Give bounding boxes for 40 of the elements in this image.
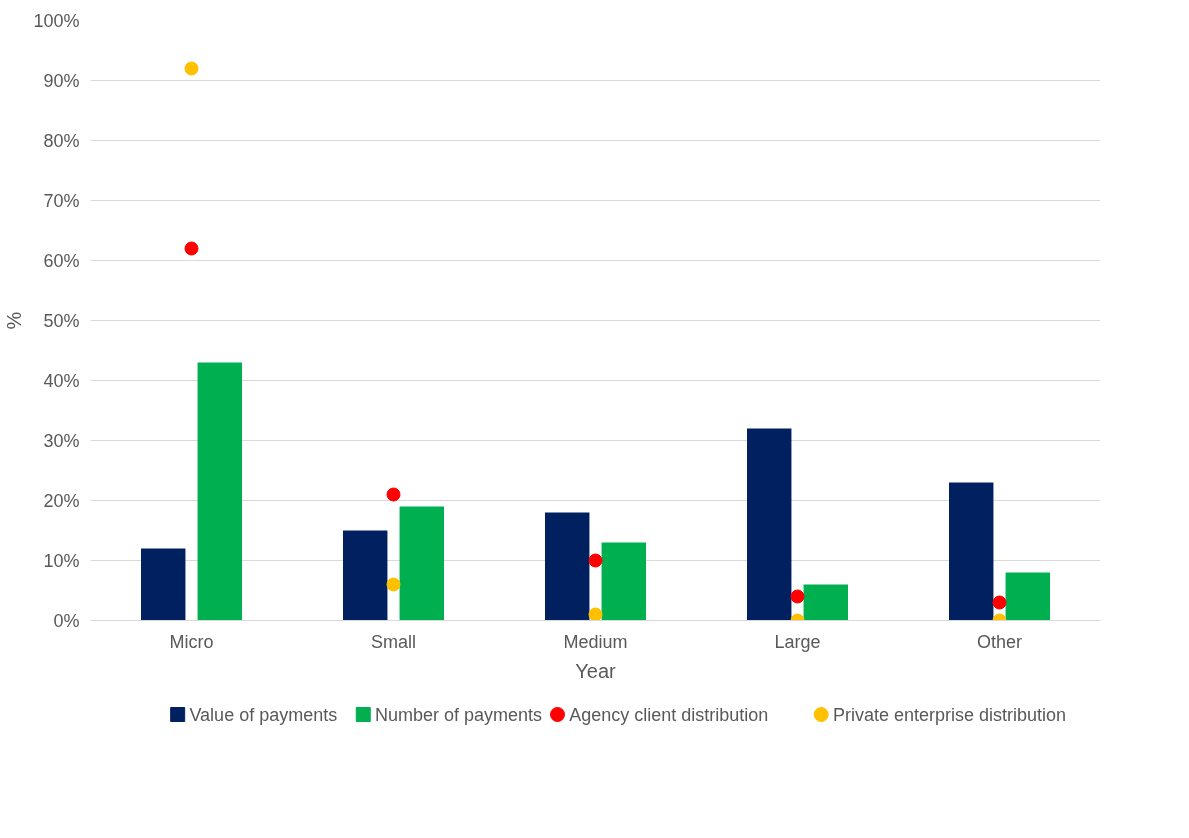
y-axis-title: %	[3, 311, 26, 330]
bar	[545, 512, 590, 621]
legend-label: Number of payments	[375, 704, 543, 725]
x-tick-label: Small	[371, 631, 417, 652]
bar	[141, 548, 186, 621]
bar	[803, 584, 848, 621]
point	[386, 487, 401, 502]
y-tick-label: 50%	[43, 310, 80, 331]
y-tick-label: 90%	[43, 70, 80, 91]
y-tick-label: 0%	[53, 610, 80, 631]
x-tick-label: Other	[976, 631, 1023, 652]
y-tick-label: 70%	[43, 190, 80, 211]
bar	[747, 428, 792, 621]
point	[386, 577, 401, 592]
y-tick-label: 20%	[43, 490, 80, 511]
y-tick-label: 60%	[43, 250, 80, 271]
y-tick-label: 30%	[43, 430, 80, 451]
legend-label: Agency client distribution	[569, 704, 769, 725]
legend-label: Value of payments	[189, 704, 338, 725]
x-tick-label: Micro	[169, 631, 214, 652]
x-tick-label: Medium	[563, 631, 628, 652]
y-tick-label: 10%	[43, 550, 80, 571]
y-tick-label: 40%	[43, 370, 80, 391]
point	[184, 241, 199, 256]
bar	[399, 506, 444, 621]
y-tick-label: 80%	[43, 130, 80, 151]
x-tick-label: Large	[774, 631, 821, 652]
y-tick-label: 100%	[33, 10, 80, 31]
bar	[1005, 572, 1050, 621]
point	[588, 553, 603, 568]
point	[184, 61, 199, 76]
bar	[949, 482, 994, 621]
legend-label: Private enterprise distribution	[832, 704, 1067, 725]
point	[790, 589, 805, 604]
bar	[197, 362, 242, 621]
x-axis-title: Year	[575, 659, 617, 682]
bar	[343, 530, 388, 621]
point	[588, 607, 603, 621]
bar	[601, 542, 646, 621]
point	[992, 595, 1007, 610]
